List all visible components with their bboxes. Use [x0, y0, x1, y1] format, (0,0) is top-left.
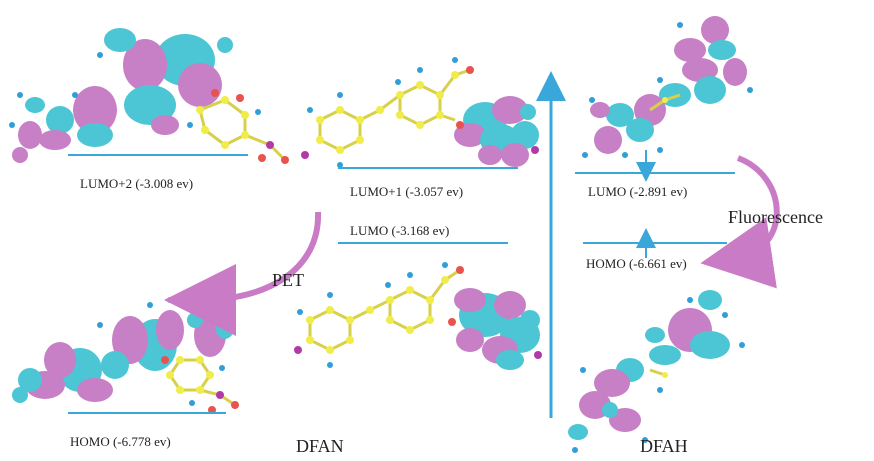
label-dfan-lumo1: LUMO+1 (-3.057 ev) — [350, 184, 463, 199]
label-dfan-lumo2: LUMO+2 (-3.008 ev) — [80, 176, 193, 191]
label-dfah: DFAH — [640, 436, 688, 456]
orbital-dfan-lumo1 — [301, 57, 539, 168]
orbital-dfan-homo — [12, 292, 239, 414]
fluorescence-arrow — [700, 155, 780, 289]
orbital-dfan-lumo2 — [9, 28, 289, 164]
label-dfan-lumo: LUMO (-3.168 ev) — [350, 223, 449, 238]
orbital-dfan-lumo — [294, 262, 542, 370]
label-dfah-lumo: LUMO (-2.891 ev) — [588, 184, 687, 199]
orbital-dfah-lumo — [582, 16, 753, 158]
label-fluorescence: Fluorescence — [728, 207, 823, 227]
pet-arrow — [164, 211, 322, 336]
label-dfan: DFAN — [296, 436, 344, 456]
orbital-dfah-homo — [568, 290, 745, 453]
label-dfah-homo: HOMO (-6.661 ev) — [586, 256, 687, 271]
label-pet: PET — [272, 270, 304, 290]
label-dfan-homo: HOMO (-6.778 ev) — [70, 434, 171, 449]
